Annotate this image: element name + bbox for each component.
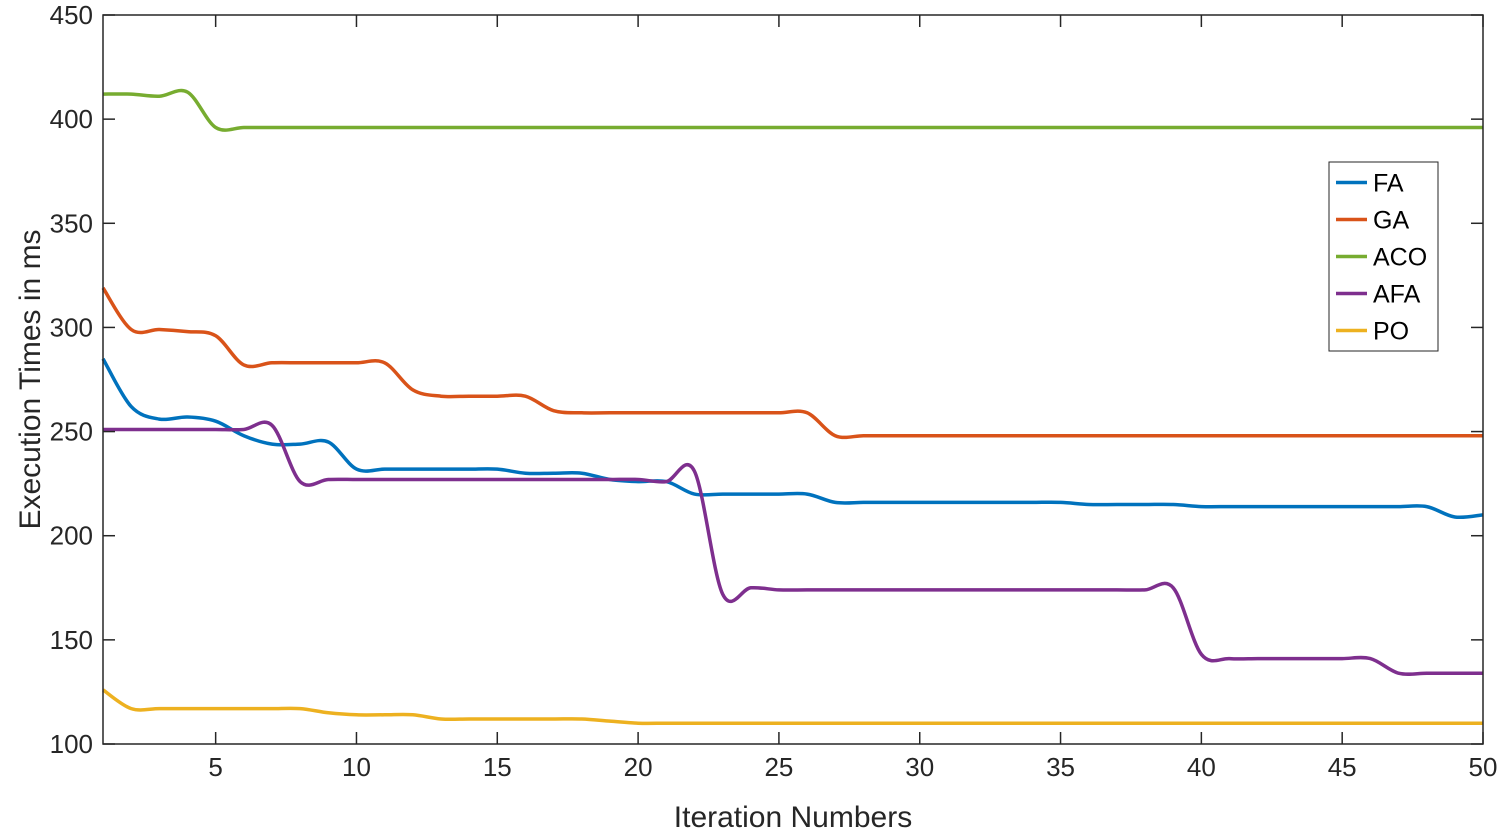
series-line-aco [102,88,1483,132]
x-tick-label: 30 [905,752,934,782]
x-tick-label: 35 [1046,752,1075,782]
y-tick-label: 400 [50,104,93,134]
series-line-afa [103,420,1483,677]
x-tick-label: 50 [1469,752,1498,782]
x-tick-label: 25 [764,752,793,782]
y-tick-label: 450 [50,0,93,30]
y-tick-label: 350 [50,208,93,238]
legend-label-aco: ACO [1373,244,1427,272]
legend-label-fa: FA [1373,170,1404,198]
x-tick-label: 40 [1187,752,1216,782]
x-tick-label: 45 [1328,752,1357,782]
legend-label-po: PO [1373,318,1409,346]
series-line-fa [101,357,1484,520]
plot-area-frame [102,14,1484,745]
x-tick-label: 15 [483,752,512,782]
series-layer [101,88,1484,726]
series-line-po [101,688,1483,726]
legend-label-afa: AFA [1373,281,1421,309]
y-tick-label: 100 [50,729,93,759]
legend: FA GA ACO AFA PO [1328,161,1439,352]
y-tick-label: 150 [50,625,93,655]
y-tick-label: 200 [50,521,93,551]
y-axis-label: Execution Times in ms [14,229,47,529]
x-axis-label: Iteration Numbers [674,801,912,834]
ticks-layer: 5 10 15 20 25 30 35 40 45 50 100 150 200 250 300 350 400… [50,0,1498,782]
x-tick-label: 5 [208,752,222,782]
y-tick-label: 250 [50,417,93,447]
series-line-ga [101,286,1483,440]
legend-label-ga: GA [1373,207,1409,235]
y-tick-label: 300 [50,312,93,342]
x-tick-label: 10 [342,752,371,782]
x-tick-label: 20 [624,752,653,782]
